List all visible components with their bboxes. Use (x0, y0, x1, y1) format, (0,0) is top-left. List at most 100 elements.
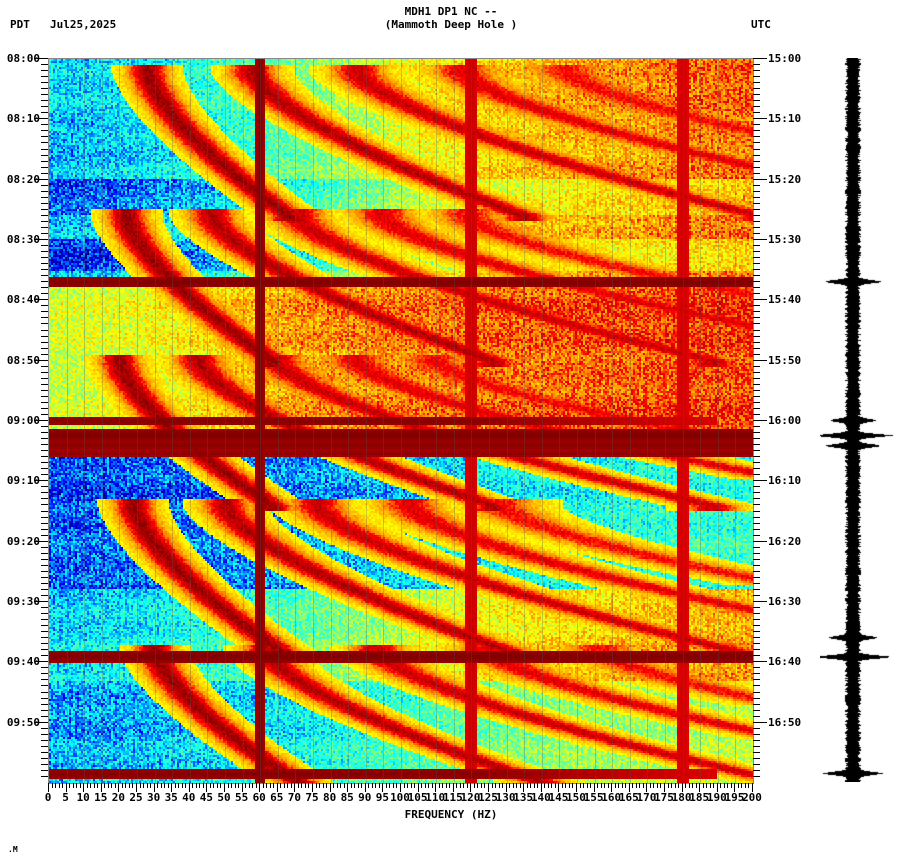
spectrogram-plot[interactable] (48, 58, 754, 784)
time-tick-minor (41, 377, 48, 379)
time-tick-minor (753, 317, 760, 319)
time-tick-minor (41, 341, 48, 343)
time-tick-minor (753, 257, 760, 259)
time-tick-minor (753, 383, 760, 385)
time-tick-minor (41, 727, 48, 729)
time-tick-minor (41, 70, 48, 72)
frequency-tick-major (347, 783, 349, 792)
time-tick-minor (41, 365, 48, 367)
frequency-tick-minor (301, 783, 303, 788)
time-tick-minor (753, 709, 760, 711)
time-tick-minor (41, 293, 48, 295)
frequency-tick-minor (495, 783, 497, 788)
time-tick-minor (753, 691, 760, 693)
frequency-tick-minor (551, 783, 553, 788)
time-tick-minor (753, 245, 760, 247)
time-tick-minor (753, 546, 760, 548)
frequency-tick-minor (438, 783, 440, 788)
frequency-tick-label: 135 (513, 791, 534, 804)
time-tick-minor (41, 498, 48, 500)
frequency-tick-major (593, 783, 595, 792)
time-tick-minor (753, 673, 760, 675)
time-tick-minor (41, 142, 48, 144)
frequency-tick-label: 165 (618, 791, 639, 804)
frequency-tick-minor (209, 783, 211, 788)
frequency-tick-minor (544, 783, 546, 788)
time-tick-minor (753, 643, 760, 645)
time-tick-minor (41, 673, 48, 675)
frequency-tick-minor (530, 783, 532, 788)
frequency-tick-minor (586, 783, 588, 788)
frequency-tick-major (540, 783, 542, 792)
time-tick-minor (753, 172, 760, 174)
frequency-tick-minor (635, 783, 637, 788)
time-tick-minor (753, 516, 760, 518)
frequency-tick-major (188, 783, 190, 792)
time-tick-minor (753, 667, 760, 669)
frequency-tick-major (523, 783, 525, 792)
frequency-tick-major (699, 783, 701, 792)
frequency-tick-label: 130 (495, 791, 516, 804)
time-tick-minor (41, 305, 48, 307)
time-tick-minor (41, 486, 48, 488)
time-tick-minor (41, 516, 48, 518)
frequency-tick-major (681, 783, 683, 792)
time-tick-minor (41, 769, 48, 771)
frequency-tick-label: 175 (654, 791, 674, 804)
frequency-tick-minor (600, 783, 602, 788)
frequency-tick-minor (157, 783, 159, 788)
time-tick-minor (41, 655, 48, 657)
time-tick-minor (753, 564, 760, 566)
frequency-tick-minor (547, 783, 549, 788)
frequency-tick-minor (55, 783, 57, 788)
time-tick-minor (753, 486, 760, 488)
frequency-tick-minor (727, 783, 729, 788)
time-tick-minor (41, 607, 48, 609)
frequency-tick-minor (79, 783, 81, 788)
frequency-tick-minor (642, 783, 644, 788)
time-tick-minor (753, 552, 760, 554)
frequency-tick-minor (526, 783, 528, 788)
frequency-tick-minor (706, 783, 708, 788)
time-tick-minor (41, 613, 48, 615)
frequency-tick-major (136, 783, 137, 792)
time-tick-minor (753, 522, 760, 524)
time-tick-minor (753, 136, 760, 138)
time-tick-minor (41, 281, 48, 283)
time-tick-minor (753, 655, 760, 657)
time-tick-major (753, 661, 767, 663)
time-tick-minor (41, 275, 48, 277)
frequency-tick-label: 90 (358, 791, 372, 804)
frequency-tick-major (224, 783, 225, 792)
frequency-tick-minor (568, 783, 570, 788)
frequency-tick-minor (93, 783, 95, 788)
time-tick-minor (41, 172, 48, 174)
time-tick-label: 08:20 (6, 172, 40, 186)
frequency-tick-minor (649, 783, 651, 788)
frequency-tick-minor (255, 783, 257, 788)
time-tick-minor (41, 124, 48, 126)
frequency-tick-minor (572, 783, 574, 788)
time-tick-minor (753, 94, 760, 96)
timezone-label-right: UTC (751, 18, 771, 31)
frequency-tick-minor (463, 783, 465, 788)
time-tick-minor (41, 679, 48, 681)
time-tick-label: 16:00 (768, 414, 802, 427)
frequency-tick-minor (723, 783, 725, 788)
frequency-tick-minor (202, 783, 204, 788)
time-tick-minor (41, 269, 48, 271)
frequency-tick-label: 145 (548, 791, 569, 804)
frequency-tick-minor (234, 783, 236, 788)
time-tick-label: 08:30 (6, 233, 40, 246)
time-tick-minor (41, 148, 48, 150)
time-tick-major (753, 480, 767, 482)
time-tick-minor (753, 293, 760, 295)
frequency-tick-major (716, 783, 718, 792)
frequency-tick-minor (160, 783, 162, 788)
frequency-tick-minor (621, 783, 623, 788)
time-tick-minor (41, 438, 48, 440)
frequency-tick-major (382, 783, 384, 792)
frequency-tick-label: 85 (340, 791, 354, 804)
time-tick-major (34, 118, 48, 120)
frequency-tick-minor (410, 783, 412, 788)
